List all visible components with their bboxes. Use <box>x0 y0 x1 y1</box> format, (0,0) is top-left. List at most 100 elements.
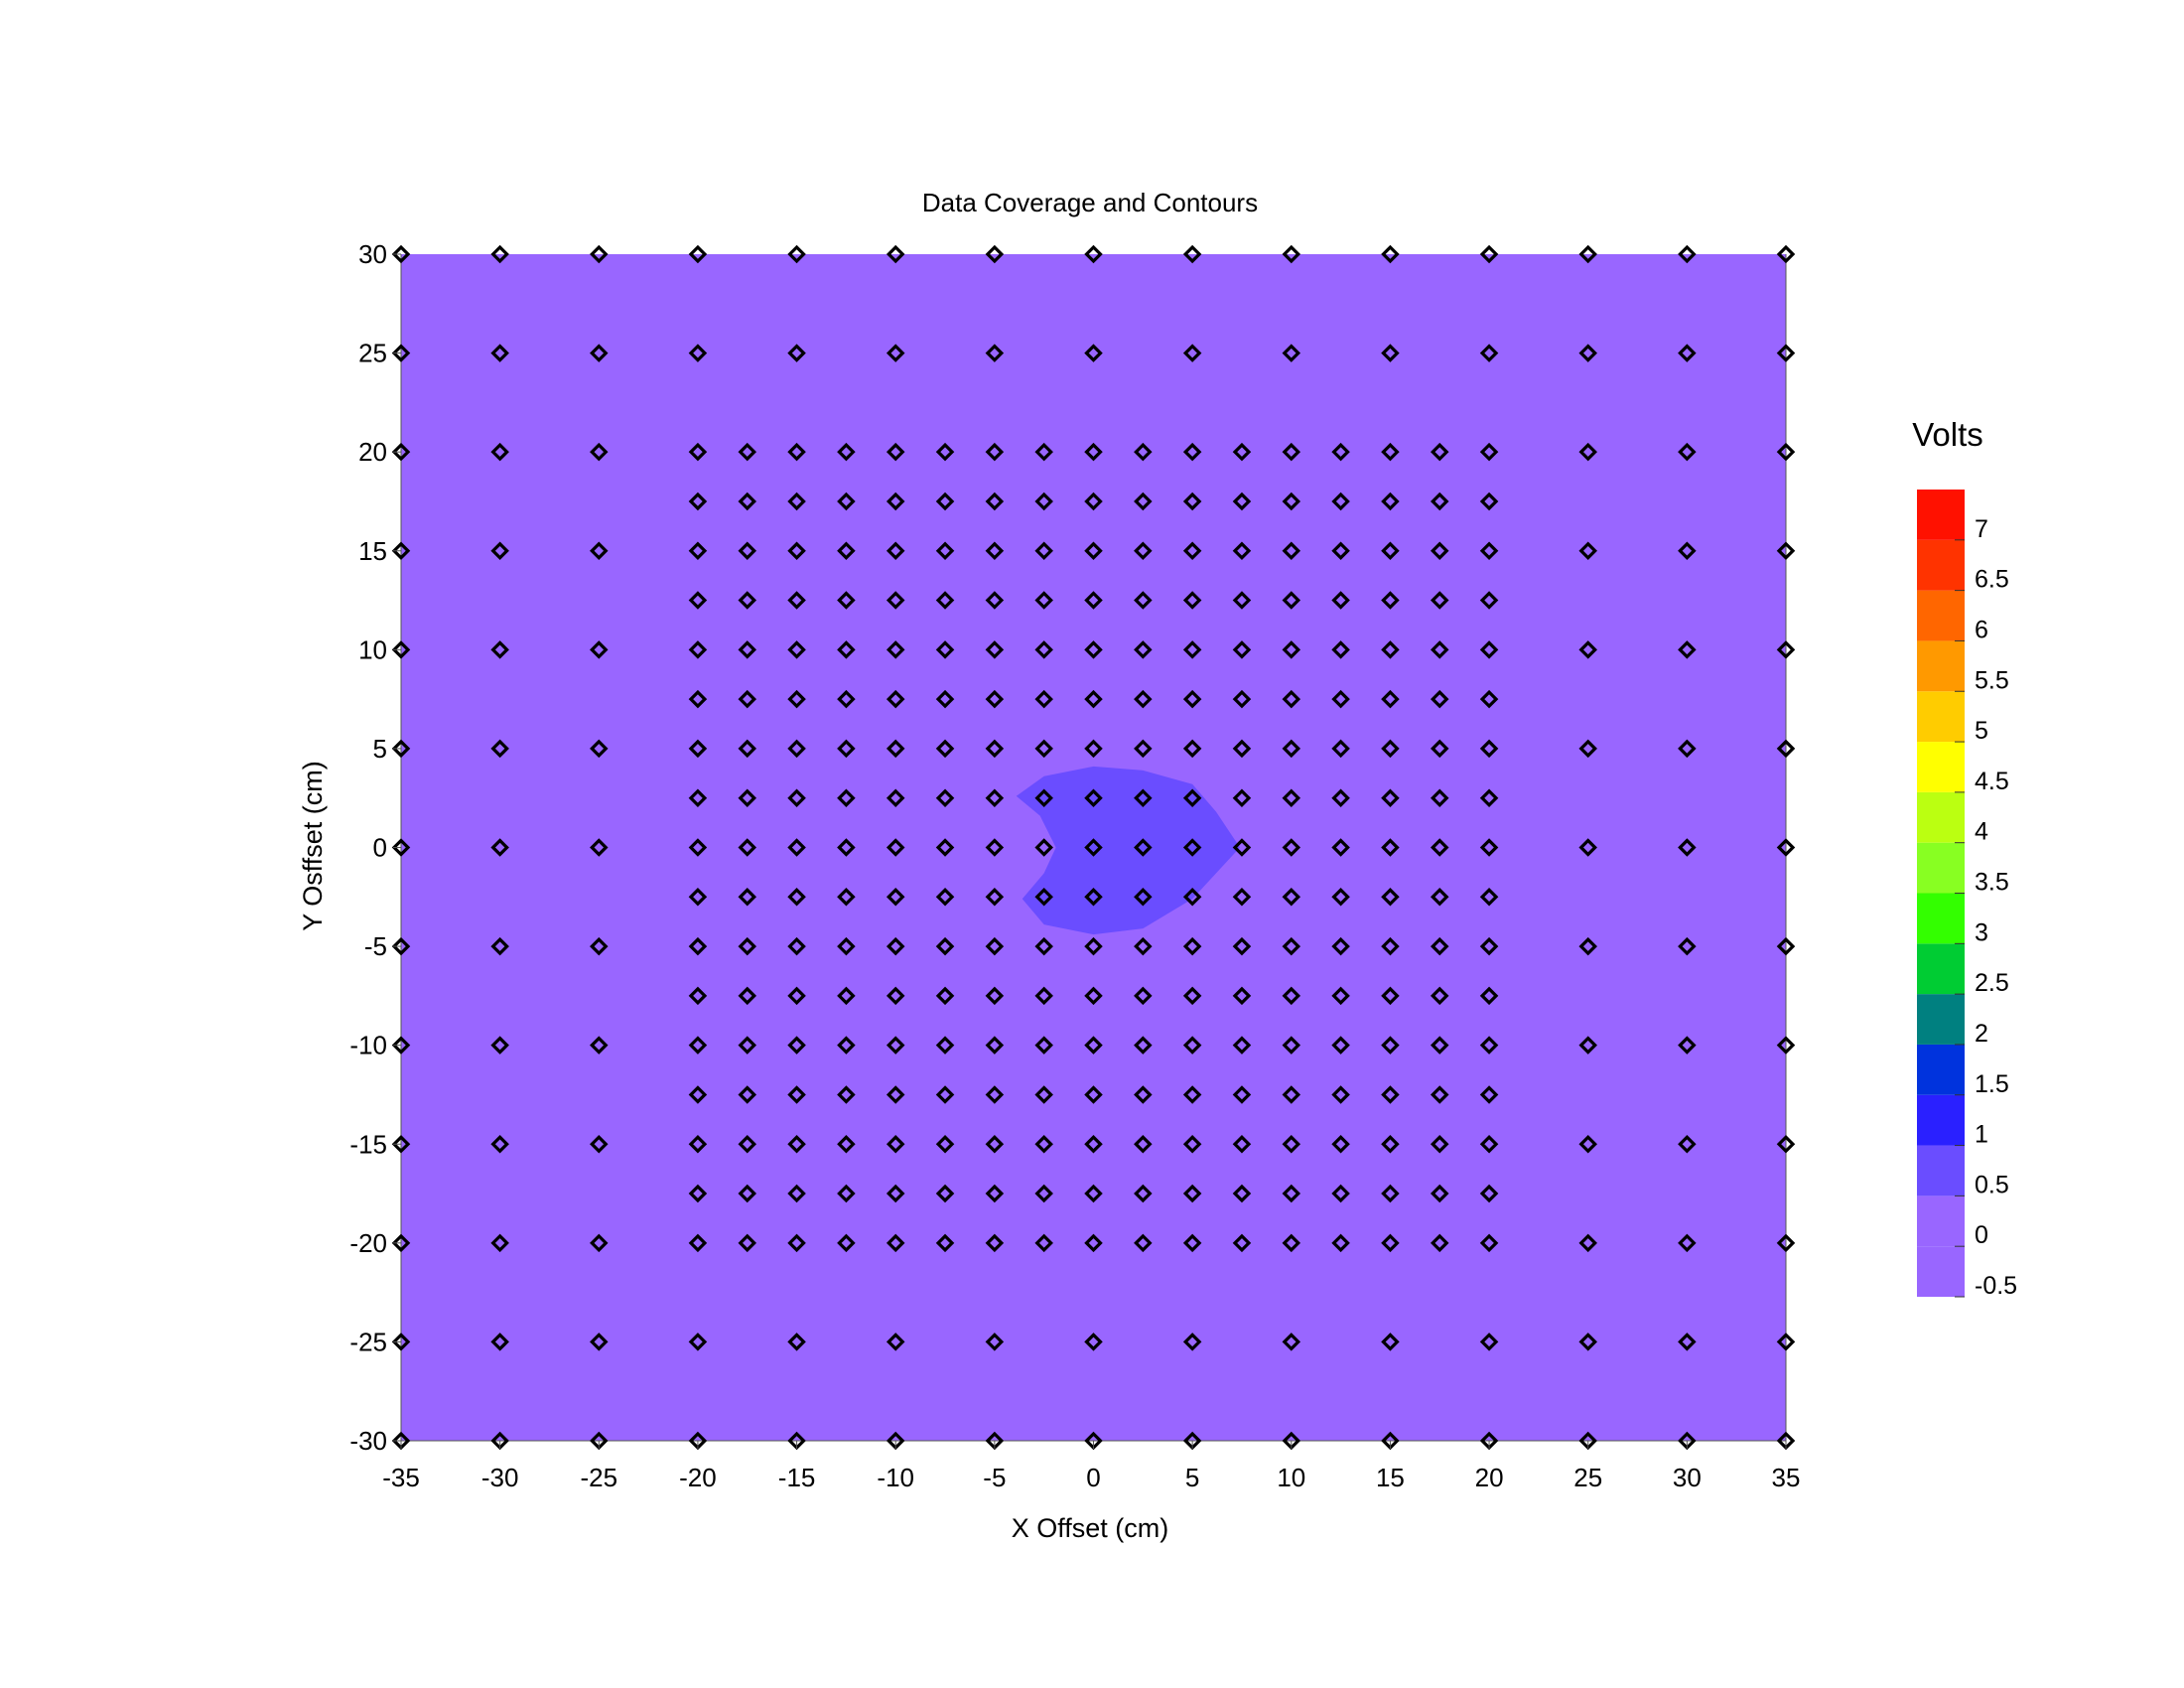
sample-marker <box>490 640 509 659</box>
sample-marker <box>935 591 955 610</box>
sample-marker <box>1182 936 1202 956</box>
sample-marker <box>590 838 609 857</box>
sample-marker <box>1134 640 1153 659</box>
sample-marker <box>787 344 806 362</box>
sample-marker <box>1381 838 1400 857</box>
sample-marker <box>1678 1036 1697 1055</box>
sample-marker <box>886 244 905 264</box>
sample-marker <box>1232 1036 1252 1055</box>
sample-marker <box>837 838 856 857</box>
sample-marker <box>391 936 411 956</box>
sample-marker <box>590 1333 609 1351</box>
sample-marker <box>1182 442 1202 462</box>
sample-marker <box>935 640 955 659</box>
y-tick-label: -5 <box>364 931 387 961</box>
sample-marker <box>490 344 509 362</box>
sample-marker <box>935 492 955 511</box>
sample-marker <box>738 1134 757 1154</box>
sample-marker <box>1776 640 1796 659</box>
sample-marker <box>886 492 905 511</box>
sample-marker <box>738 689 757 709</box>
colorbar-label: 1.5 <box>1975 1070 2009 1098</box>
sample-marker <box>787 541 806 561</box>
sample-marker <box>490 1233 509 1253</box>
sample-marker <box>490 1134 509 1154</box>
sample-marker <box>886 591 905 610</box>
sample-marker <box>886 838 905 857</box>
sample-marker <box>1182 640 1202 659</box>
sample-marker <box>1430 1134 1449 1154</box>
sample-marker <box>1578 442 1597 462</box>
sample-marker <box>787 838 806 857</box>
sample-marker <box>886 888 905 907</box>
sample-marker <box>1084 1085 1103 1104</box>
colorbar-label: 7 <box>1975 515 1988 543</box>
sample-marker <box>1381 344 1400 362</box>
sample-marker <box>1381 888 1400 907</box>
sample-marker <box>1034 1233 1053 1253</box>
y-tick-label: -10 <box>349 1031 387 1060</box>
sample-marker <box>1084 888 1103 907</box>
x-tick-label: -35 <box>382 1463 420 1492</box>
sample-marker <box>1134 838 1153 857</box>
sample-marker <box>1479 442 1499 462</box>
sample-marker <box>590 1036 609 1055</box>
sample-marker <box>1282 1134 1301 1154</box>
sample-marker <box>1331 788 1350 807</box>
colorbar-swatch <box>1917 994 1965 1045</box>
sample-marker <box>787 640 806 659</box>
y-tick-label: -20 <box>349 1228 387 1258</box>
x-axis: -35 -30 -25 -20 -15 -10 -5 0 5 10 15 20 25 30 35 <box>382 1441 1800 1492</box>
sample-marker <box>985 1184 1005 1203</box>
sample-marker <box>688 492 708 511</box>
sample-marker <box>837 788 856 807</box>
sample-marker <box>1479 739 1499 759</box>
sample-marker <box>688 739 708 759</box>
sample-marker <box>1776 1134 1796 1154</box>
x-tick-label: 35 <box>1772 1463 1801 1492</box>
sample-marker <box>1034 888 1053 907</box>
y-tick-label: 25 <box>358 339 387 368</box>
sample-marker <box>590 442 609 462</box>
sample-marker <box>787 1233 806 1253</box>
sample-marker <box>1232 442 1252 462</box>
sample-marker <box>886 640 905 659</box>
colorbar-label: 3 <box>1975 918 1988 946</box>
sample-marker <box>1479 344 1499 362</box>
sample-marker <box>1084 492 1103 511</box>
sample-marker <box>886 1233 905 1253</box>
sample-marker <box>935 788 955 807</box>
plot-area <box>400 254 1787 1442</box>
sample-marker <box>837 591 856 610</box>
sample-marker <box>837 936 856 956</box>
sample-marker <box>1134 986 1153 1006</box>
sample-marker <box>985 1233 1005 1253</box>
sample-marker <box>688 936 708 956</box>
sample-marker <box>391 1333 411 1351</box>
y-tick-label: -15 <box>349 1129 387 1159</box>
x-tick-label: 30 <box>1673 1463 1702 1492</box>
sample-marker <box>1232 986 1252 1006</box>
sample-marker <box>490 1036 509 1055</box>
colorbar-label: 1 <box>1975 1121 1988 1149</box>
sample-marker <box>1034 591 1053 610</box>
colorbar-label: 0.5 <box>1975 1171 2009 1198</box>
sample-marker <box>985 244 1005 264</box>
sample-marker <box>490 541 509 561</box>
sample-marker <box>787 591 806 610</box>
colorbar-swatch <box>1917 590 1965 641</box>
sample-marker <box>1776 244 1796 264</box>
sample-marker <box>1084 541 1103 561</box>
sample-marker <box>391 1036 411 1055</box>
y-tick-label: 20 <box>358 437 387 467</box>
sample-marker <box>1182 788 1202 807</box>
sample-marker <box>1331 1134 1350 1154</box>
sample-marker <box>787 1085 806 1104</box>
sample-marker <box>738 492 757 511</box>
sample-marker <box>787 788 806 807</box>
sample-marker <box>935 986 955 1006</box>
sample-marker <box>837 541 856 561</box>
colorbar-swatch <box>1917 640 1965 692</box>
sample-marker <box>1678 1134 1697 1154</box>
sample-marker <box>1182 1233 1202 1253</box>
